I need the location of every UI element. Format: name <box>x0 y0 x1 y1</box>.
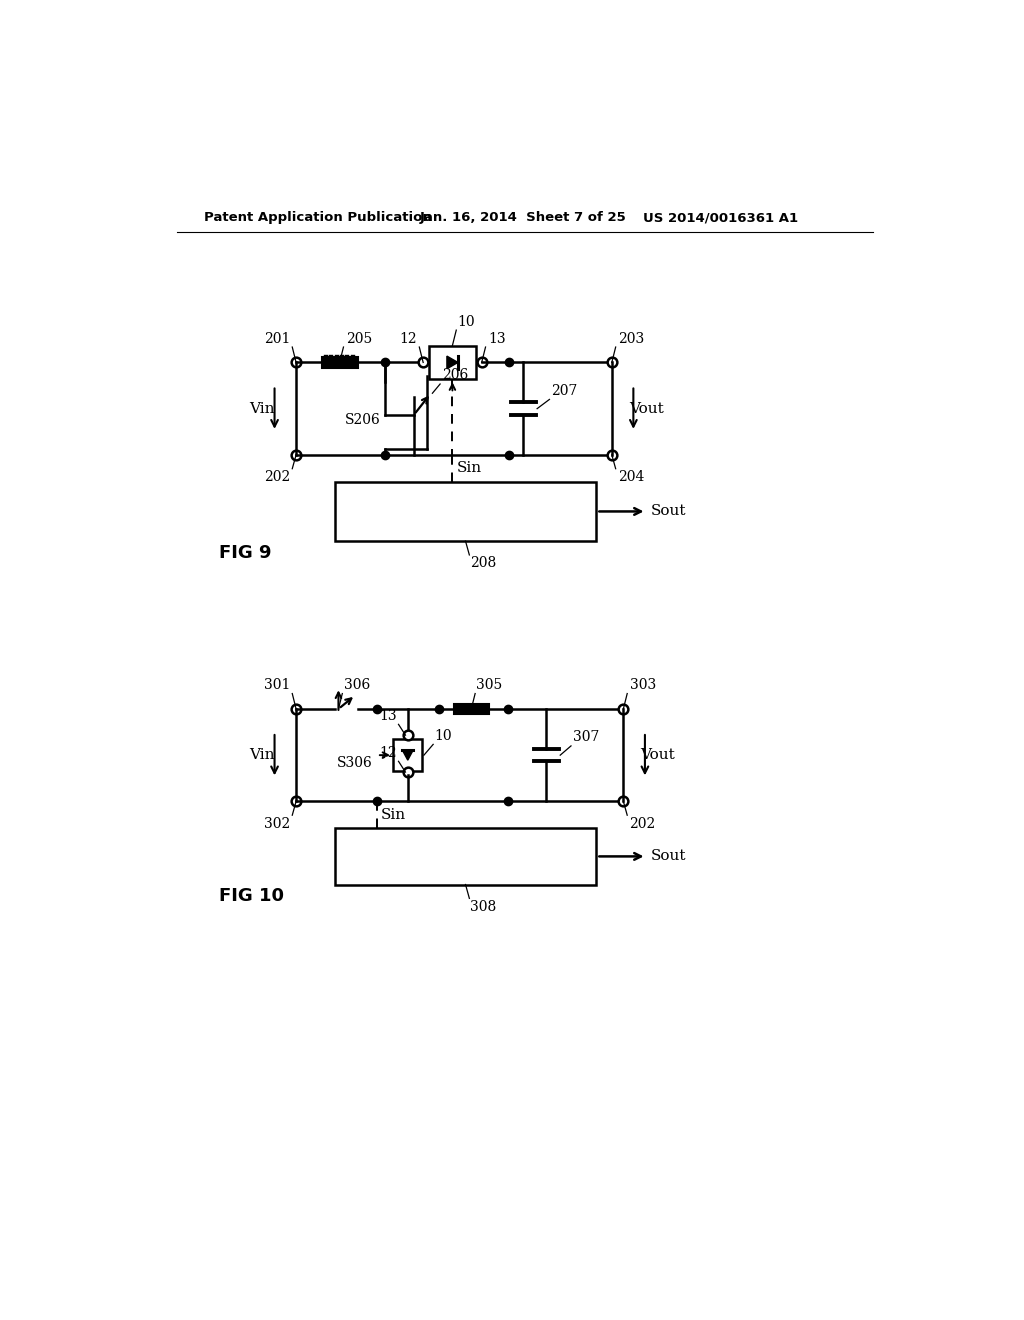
Text: Sout: Sout <box>650 849 686 863</box>
Text: Sin: Sin <box>381 808 406 821</box>
Text: 301: 301 <box>263 678 290 692</box>
Text: 13: 13 <box>487 331 506 346</box>
Text: 208: 208 <box>470 557 497 570</box>
Text: US 2014/0016361 A1: US 2014/0016361 A1 <box>643 211 798 224</box>
Bar <box>335 482 596 541</box>
Text: 302: 302 <box>264 817 290 830</box>
Bar <box>454 704 488 714</box>
Text: Sout: Sout <box>650 504 686 519</box>
Text: 204: 204 <box>617 470 644 484</box>
Text: 207: 207 <box>551 384 578 397</box>
Text: 206: 206 <box>441 368 468 383</box>
Polygon shape <box>402 750 413 760</box>
Text: Jan. 16, 2014  Sheet 7 of 25: Jan. 16, 2014 Sheet 7 of 25 <box>419 211 626 224</box>
Bar <box>335 829 596 884</box>
Text: 308: 308 <box>470 900 497 913</box>
Text: 13: 13 <box>379 709 397 723</box>
Text: Vin: Vin <box>249 401 274 416</box>
Text: 305: 305 <box>476 678 502 692</box>
Text: 10: 10 <box>457 314 475 329</box>
Bar <box>322 358 357 368</box>
Text: Sin: Sin <box>457 461 482 475</box>
Text: FIG 10: FIG 10 <box>219 887 284 906</box>
Text: 307: 307 <box>572 730 599 744</box>
Text: S206: S206 <box>345 413 381 428</box>
Text: Patent Application Publication: Patent Application Publication <box>204 211 431 224</box>
Text: Vout: Vout <box>629 401 664 416</box>
Text: S306: S306 <box>337 756 373 770</box>
Polygon shape <box>446 356 458 368</box>
Text: 201: 201 <box>263 331 290 346</box>
Text: 12: 12 <box>399 331 417 346</box>
Text: 10: 10 <box>435 729 453 743</box>
Text: 202: 202 <box>264 470 290 484</box>
Text: 203: 203 <box>617 331 644 346</box>
Text: Vout: Vout <box>641 748 676 762</box>
Bar <box>429 346 475 379</box>
Text: 205: 205 <box>346 331 372 346</box>
Text: Vin: Vin <box>249 748 274 762</box>
Text: FIG 9: FIG 9 <box>219 544 271 562</box>
Text: 12: 12 <box>379 746 397 760</box>
Text: 202: 202 <box>630 817 655 830</box>
Text: 306: 306 <box>344 678 370 692</box>
Text: 303: 303 <box>630 678 655 692</box>
Bar <box>393 739 422 771</box>
